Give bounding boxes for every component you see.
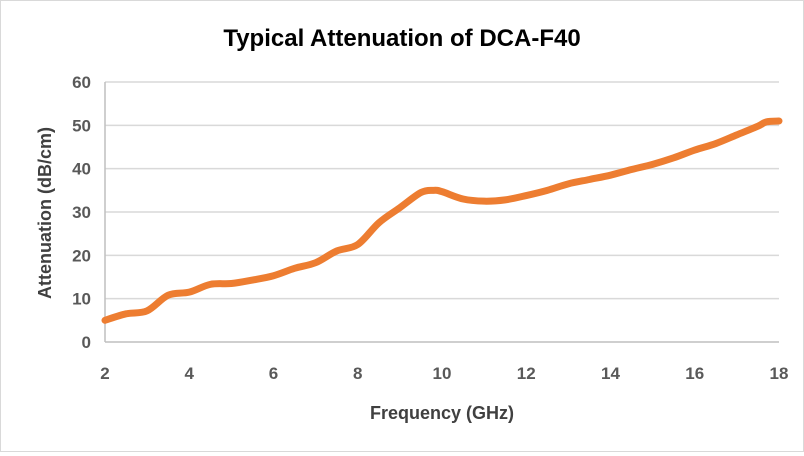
chart-title: Typical Attenuation of DCA-F40 [223,25,580,52]
y-axis-label: Attenuation (dB/cm) [35,127,55,299]
x-tick-label: 8 [353,364,362,383]
y-tick-label: 50 [72,116,91,135]
attenuation-series-line [101,117,783,324]
x-axis-label: Frequency (GHz) [370,403,514,423]
x-tick-label: 18 [770,364,789,383]
y-tick-label: 20 [72,246,91,265]
y-tick-label: 30 [72,203,91,222]
y-tick-label: 60 [72,73,91,92]
x-tick-label: 16 [685,364,704,383]
x-tick-label: 10 [433,364,452,383]
x-tick-label: 2 [100,364,109,383]
y-tick-label: 0 [82,333,91,352]
x-tick-label: 4 [185,364,195,383]
x-tick-label: 12 [517,364,536,383]
x-tick-label: 6 [269,364,278,383]
y-tick-label: 10 [72,290,91,309]
x-tick-label: 14 [601,364,620,383]
y-tick-label: 40 [72,160,91,179]
